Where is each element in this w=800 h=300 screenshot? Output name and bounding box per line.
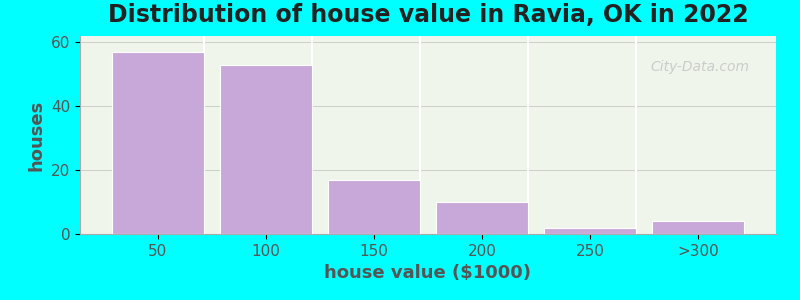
Bar [220, 65, 312, 234]
Bar [653, 221, 744, 234]
Bar [328, 180, 420, 234]
Y-axis label: houses: houses [27, 99, 46, 171]
Bar [436, 202, 528, 234]
Bar [544, 228, 636, 234]
Title: Distribution of house value in Ravia, OK in 2022: Distribution of house value in Ravia, OK… [108, 3, 748, 27]
Bar [112, 52, 203, 234]
X-axis label: house value ($1000): house value ($1000) [325, 264, 531, 282]
Text: City-Data.com: City-Data.com [650, 60, 750, 74]
